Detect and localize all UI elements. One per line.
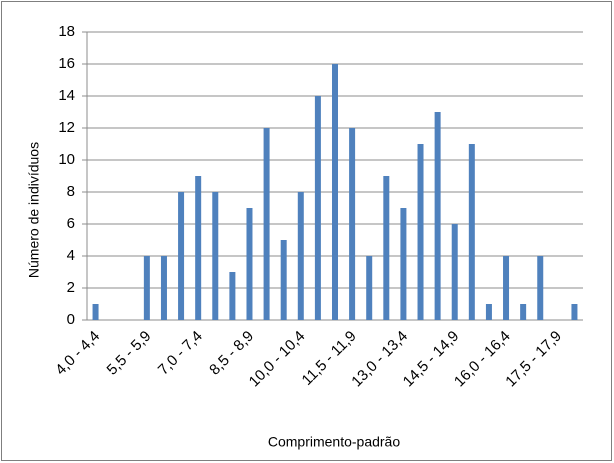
bar — [451, 224, 458, 320]
bar — [503, 256, 510, 320]
bar — [195, 176, 202, 320]
y-tick-label: 6 — [67, 215, 75, 232]
y-tick-label: 10 — [58, 151, 75, 168]
y-tick-label: 16 — [58, 55, 75, 72]
bar — [332, 64, 338, 320]
y-axis-title: Número de indivíduos — [26, 142, 42, 278]
bar — [366, 256, 373, 320]
bar — [314, 96, 321, 320]
bar — [417, 144, 424, 320]
bar — [212, 192, 219, 320]
bar — [349, 128, 356, 320]
y-tick-label: 12 — [58, 119, 75, 136]
bar — [280, 240, 287, 320]
bar — [571, 304, 578, 320]
y-tick-label: 18 — [58, 23, 75, 40]
bar — [434, 112, 441, 320]
bar — [246, 208, 253, 320]
bar — [485, 304, 492, 320]
x-axis-title: Comprimento-padrão — [268, 434, 400, 450]
bar — [229, 272, 236, 320]
y-tick-label: 2 — [67, 279, 75, 296]
bar — [468, 144, 475, 320]
bar — [92, 304, 99, 320]
bar — [143, 256, 150, 320]
y-tick-label: 8 — [67, 183, 75, 200]
bar — [383, 176, 390, 320]
bar — [297, 192, 304, 320]
y-tick-label: 0 — [67, 311, 75, 328]
bar — [520, 304, 527, 320]
bar — [537, 256, 544, 320]
bar — [160, 256, 167, 320]
bar — [178, 192, 185, 320]
bar — [400, 208, 407, 320]
y-tick-label: 14 — [58, 87, 75, 104]
bar — [263, 128, 270, 320]
y-tick-label: 4 — [67, 247, 75, 264]
